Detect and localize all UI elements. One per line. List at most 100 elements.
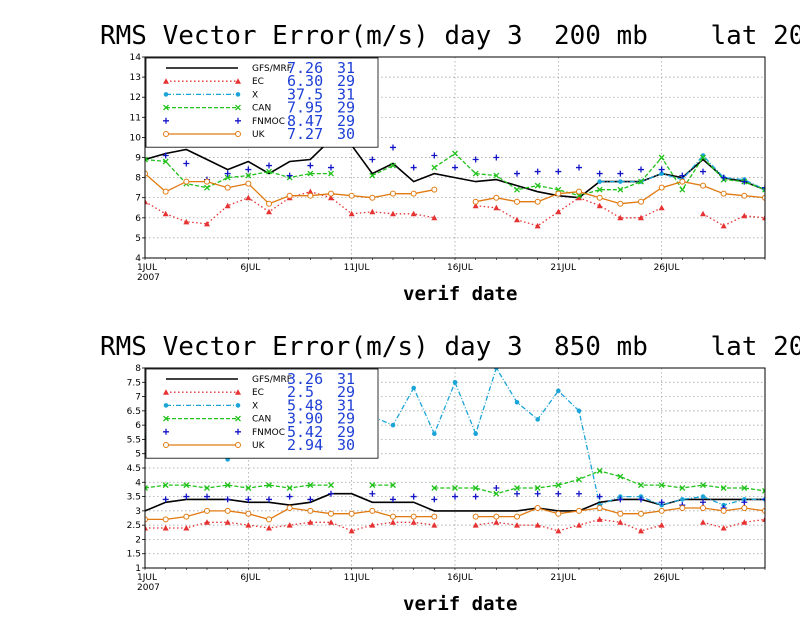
x-tick-label: 11JUL	[344, 263, 370, 273]
data-point-uk	[145, 516, 148, 523]
legend-series-mean: 6.30	[287, 72, 323, 90]
data-point-ec	[183, 525, 190, 531]
data-point-uk	[596, 194, 603, 201]
y-tick-label: 4	[135, 254, 141, 264]
data-point-ec	[555, 208, 562, 215]
legend-series-count: 30	[337, 125, 355, 143]
data-point-fnmoc	[307, 162, 314, 169]
data-point-fnmoc	[328, 164, 334, 171]
data-point-can	[493, 172, 500, 179]
data-point-can	[452, 150, 458, 157]
data-point-fnmoc	[493, 485, 500, 491]
data-point-x	[659, 171, 664, 176]
series-line-can	[145, 152, 765, 197]
y-tick-label: 2	[135, 535, 141, 545]
data-point-can	[596, 186, 603, 193]
legend-series-count: 31	[337, 59, 355, 77]
data-point-uk	[638, 198, 644, 205]
y-tick-label: 5	[135, 234, 141, 244]
data-point-x	[432, 431, 437, 437]
y-tick-label: 3	[135, 507, 141, 517]
data-point-can	[679, 485, 686, 491]
legend-series-count: 29	[337, 112, 355, 130]
data-point-uk	[328, 190, 334, 197]
legend-item-uk: UK 2.94 30	[163, 436, 355, 454]
legend-marker	[235, 131, 241, 137]
legend-series-count: 31	[337, 85, 355, 103]
legend-series-count: 29	[337, 383, 355, 401]
data-point-ec	[720, 222, 727, 229]
data-point-uk	[700, 182, 706, 189]
data-point-uk	[617, 510, 624, 517]
data-point-ec	[145, 525, 148, 531]
data-point-can	[452, 485, 458, 491]
data-point-x	[390, 422, 396, 428]
data-point-can	[183, 482, 190, 489]
data-point-fnmoc	[162, 496, 169, 503]
data-point-uk	[514, 513, 520, 520]
data-point-x	[452, 379, 458, 385]
data-point-uk	[204, 507, 210, 514]
data-point-uk	[700, 505, 706, 511]
data-point-uk	[493, 194, 500, 201]
series-ec	[145, 188, 765, 229]
chart-title: RMS Vector Error(m/s) day 3 850 mb lat 2…	[100, 332, 800, 362]
data-point-ec	[514, 216, 520, 223]
data-point-uk	[204, 178, 210, 185]
data-point-fnmoc	[452, 164, 458, 171]
data-point-ec	[328, 519, 334, 525]
data-point-fnmoc	[576, 164, 582, 171]
y-tick-label: 6	[135, 421, 141, 431]
legend-item-can: CAN 7.95 29	[163, 99, 355, 117]
data-point-can	[307, 170, 314, 177]
data-point-ec	[534, 522, 541, 528]
data-point-fnmoc	[390, 496, 396, 503]
data-point-ec	[410, 519, 417, 525]
x-axis-label: verif date	[403, 283, 517, 305]
legend-series-mean: 2.5	[287, 383, 314, 401]
x-axis-label: verif date	[403, 593, 517, 615]
series-uk	[145, 170, 765, 207]
data-point-fnmoc	[390, 144, 396, 151]
data-point-ec	[410, 210, 417, 217]
legend-series-count: 29	[337, 410, 355, 428]
data-point-can	[472, 485, 479, 491]
x-tick-label: 1JUL	[137, 263, 157, 273]
legend-marker	[163, 92, 169, 97]
data-point-fnmoc	[410, 164, 417, 171]
data-point-x	[597, 179, 602, 184]
legend-marker	[235, 78, 241, 84]
legend-marker	[235, 442, 241, 448]
data-point-can	[390, 482, 396, 489]
legend-series-mean: 3.26	[287, 370, 323, 388]
chart-title: RMS Vector Error(m/s) day 3 200 mb lat 2…	[100, 21, 800, 51]
data-point-ec	[369, 522, 376, 528]
data-point-ec	[224, 202, 231, 209]
series-can	[145, 150, 765, 199]
y-tick-label: 12	[130, 93, 141, 103]
data-point-x	[680, 497, 685, 502]
data-point-can	[431, 485, 438, 491]
data-point-ec	[472, 522, 479, 528]
legend-item-ec: EC 6.30 29	[163, 72, 355, 90]
data-point-fnmoc	[224, 496, 231, 503]
data-point-uk	[638, 510, 644, 517]
x-tick-label: 21JUL	[550, 573, 576, 583]
data-point-uk	[390, 190, 396, 197]
data-point-ec	[245, 522, 252, 528]
data-point-ec	[390, 210, 396, 217]
data-point-fnmoc	[307, 496, 314, 503]
legend-series-name: FNMOC	[252, 428, 285, 438]
data-point-can	[145, 485, 148, 491]
legend-series-name: CAN	[252, 104, 271, 114]
data-point-fnmoc	[596, 493, 603, 500]
data-point-fnmoc	[555, 168, 562, 175]
data-point-ec	[266, 525, 272, 531]
data-point-fnmoc	[286, 172, 293, 179]
data-point-ec	[720, 525, 727, 531]
data-point-can	[534, 485, 541, 491]
data-point-ec	[204, 220, 210, 227]
data-point-uk	[145, 170, 148, 177]
